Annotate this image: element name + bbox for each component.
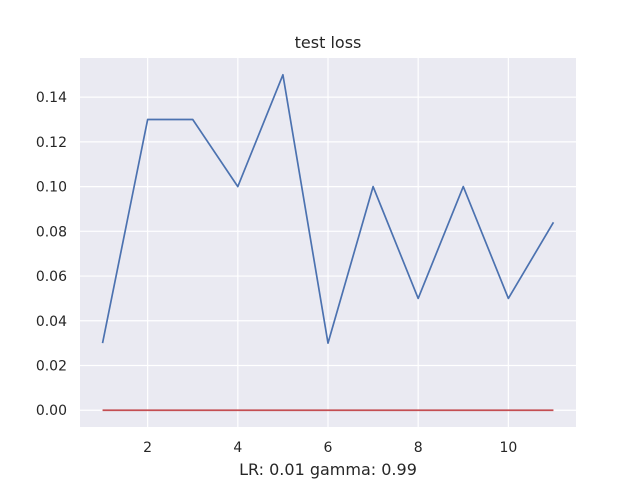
x-tick-label: 4 [233,440,242,456]
chart-title: test loss [295,33,362,52]
y-tick-label: 0.08 [36,224,67,240]
y-tick-label: 0.04 [36,314,67,330]
y-axis-ticks: 0.00 0.02 0.04 0.06 0.08 0.10 0.12 0.14 [36,90,67,419]
y-tick-label: 0.00 [36,403,67,419]
x-tick-label: 10 [499,440,517,456]
series-line-1 [101,73,555,344]
x-axis-ticks: 2 4 6 8 10 [143,440,517,456]
y-tick-label: 0.02 [36,359,67,375]
y-tick-label: 0.12 [36,135,67,151]
y-tick-label: 0.10 [36,180,67,196]
x-tick-label: 8 [414,440,423,456]
x-tick-label: 6 [324,440,333,456]
y-tick-label: 0.14 [36,90,67,106]
x-axis-label: LR: 0.01 gamma: 0.99 [239,460,417,479]
x-tick-label: 2 [143,440,152,456]
series-lines [101,73,555,412]
y-tick-label: 0.06 [36,269,67,285]
